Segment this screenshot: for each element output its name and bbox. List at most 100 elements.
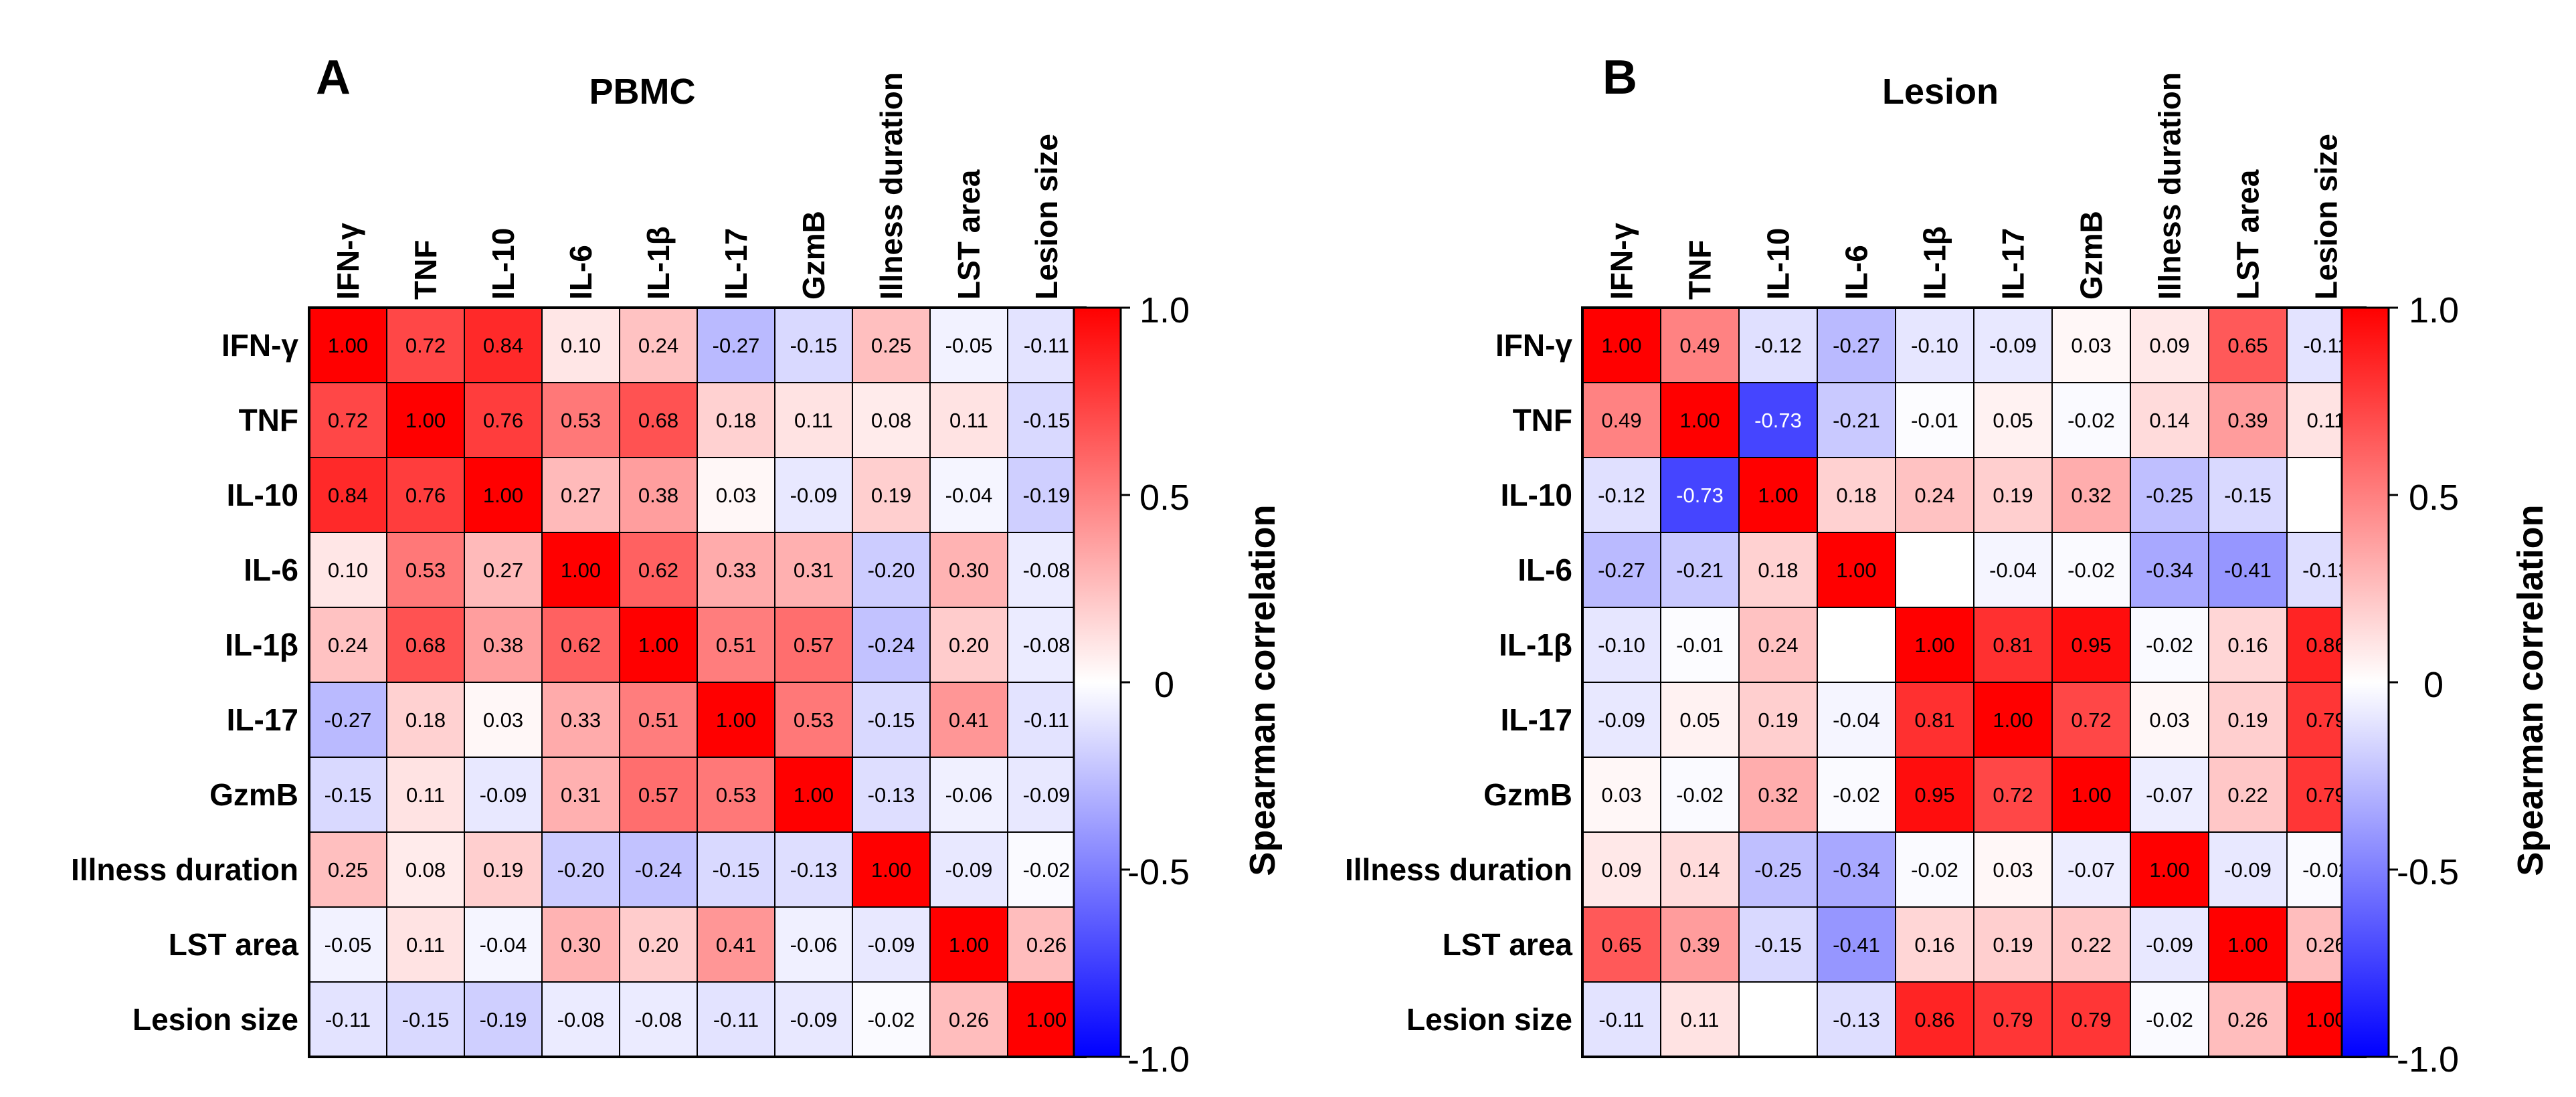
heatmap-cell-a-r8-c3	[541, 906, 620, 983]
cell-value-a-r5-c1: 0.18	[405, 708, 446, 732]
heatmap-cell-b-r1-c3	[1817, 382, 1896, 458]
cell-value-b-r1-c8: 0.39	[2227, 409, 2268, 432]
cell-value-b-r8-c7: -0.09	[2146, 933, 2193, 957]
row-label-b-5: IL-17	[1501, 702, 1572, 737]
col-label-b-4: IL-1β	[1918, 226, 1952, 300]
heatmap-cell-b-r6-c4	[1895, 757, 1974, 833]
heatmap-cell-a-r0-c7	[852, 307, 931, 383]
heatmap-cell-a-r3-c9	[1007, 532, 1086, 608]
cell-value-a-r9-c0: -0.11	[325, 1008, 371, 1031]
cell-value-a-r9-c7: -0.02	[868, 1008, 915, 1031]
heatmap-cell-b-r0-c3	[1817, 307, 1896, 383]
col-label-b-6: GzmB	[2074, 211, 2109, 300]
cell-value-a-r2-c4: 0.38	[638, 484, 678, 507]
heatmap-cell-a-r6-c0	[308, 757, 387, 833]
colorbar-b-tick-half: 0.5	[2409, 478, 2459, 518]
cell-value-b-r2-c7: -0.25	[2146, 484, 2193, 507]
cell-value-a-r0-c1: 0.72	[405, 334, 446, 357]
heatmap-cell-a-r9-c4	[619, 981, 698, 1058]
heatmap-cell-b-r9-c6	[2051, 981, 2131, 1058]
heatmap-cell-a-r0-c5	[697, 307, 775, 383]
colorbar-a-tick-zero: 0	[1154, 665, 1174, 705]
cell-value-b-r3-c3: 1.00	[1836, 559, 1876, 582]
cell-value-a-r1-c3: 0.53	[561, 409, 601, 432]
cell-value-b-r3-c8: -0.41	[2224, 559, 2272, 582]
cell-value-a-r4-c2: 0.38	[483, 633, 523, 657]
heatmap-cell-a-r5-c4	[619, 682, 698, 758]
cell-value-a-r3-c1: 0.53	[405, 559, 446, 582]
heatmap-cell-b-r4-c2	[1738, 607, 1818, 683]
heatmap-cell-b-r5-c8	[2208, 682, 2288, 758]
cell-value-b-r5-c7: 0.03	[2149, 708, 2189, 732]
cell-value-a-r3-c9: -0.08	[1023, 559, 1071, 582]
cell-value-b-r7-c0: 0.09	[1601, 858, 1641, 882]
cell-value-b-r7-c5: 0.03	[1993, 858, 2033, 882]
cell-value-a-r7-c6: -0.13	[790, 858, 838, 882]
cell-value-a-r4-c6: 0.57	[794, 633, 834, 657]
cell-value-b-r6-c1: -0.02	[1676, 783, 1724, 807]
colorbar-b-bar	[2340, 306, 2390, 1058]
cell-value-a-r6-c2: -0.09	[480, 783, 527, 807]
cell-value-a-r4-c9: -0.08	[1023, 633, 1071, 657]
heatmap-cell-a-r6-c9	[1007, 757, 1086, 833]
heatmap-cell-a-r7-c6	[774, 831, 853, 908]
cell-value-b-r6-c8: 0.22	[2227, 783, 2268, 807]
cell-value-a-r1-c8: 0.11	[949, 409, 988, 432]
cell-value-b-r6-c9: 0.79	[2306, 783, 2346, 807]
heatmap-cell-a-r7-c7	[852, 831, 931, 908]
cell-value-b-r4-c2: 0.24	[1758, 633, 1798, 657]
cell-value-a-r6-c0: -0.15	[325, 783, 372, 807]
heatmap-cell-b-r8-c2	[1738, 906, 1818, 983]
colorbar-a-tick-half: 0.5	[1139, 478, 1190, 518]
cell-value-a-r5-c6: 0.53	[794, 708, 834, 732]
row-label-b-4: IL-1β	[1499, 627, 1572, 662]
col-label-b-5: IL-17	[1996, 228, 2031, 300]
cell-value-b-r9-c7: -0.02	[2146, 1008, 2193, 1031]
cell-value-a-r7-c8: -0.09	[945, 858, 993, 882]
cell-value-b-r1-c5: 0.05	[1993, 409, 2033, 432]
cell-value-b-r7-c8: -0.09	[2224, 858, 2272, 882]
cell-value-a-r3-c5: 0.33	[716, 559, 756, 582]
cell-value-b-r8-c9: 0.26	[2306, 933, 2346, 957]
colorbar-b-tick-zero: 0	[2423, 665, 2444, 705]
heatmap-cell-a-r1-c6	[774, 382, 853, 458]
cell-value-b-r6-c7: -0.07	[2146, 783, 2193, 807]
heatmap-cell-b-r7-c3	[1817, 831, 1896, 908]
heatmap-cell-a-r3-c5	[697, 532, 775, 608]
cell-value-a-r9-c5: -0.11	[713, 1008, 759, 1031]
heatmap-grid-b: 1.00 0.49 -0.12 -0.27 -0.10 -0.09 0.03 0.09 0.65…	[1345, 72, 2367, 1058]
cell-value-a-r1-c5: 0.18	[716, 409, 756, 432]
col-label-a-0: IFN-γ	[331, 223, 365, 300]
cell-value-b-r0-c4: -0.10	[1911, 334, 1958, 357]
cell-value-b-r7-c7: 1.00	[2149, 858, 2189, 882]
cell-value-b-r5-c0: -0.09	[1598, 708, 1645, 732]
heatmap-cell-b-r6-c5	[1973, 757, 2053, 833]
cell-value-b-r3-c5: -0.04	[1989, 559, 2037, 582]
row-label-b-2: IL-10	[1501, 478, 1572, 512]
heatmap-cell-a-r8-c1	[386, 906, 465, 983]
cell-value-a-r5-c9: -0.11	[1024, 708, 1069, 732]
row-label-a-6: GzmB	[209, 777, 298, 812]
cell-value-a-r4-c4: 1.00	[638, 633, 678, 657]
cell-value-a-r8-c7: -0.09	[868, 933, 915, 957]
cell-value-a-r6-c3: 0.31	[561, 783, 601, 807]
cell-value-b-r8-c8: 1.00	[2227, 933, 2268, 957]
row-label-b-8: LST area	[1443, 927, 1573, 962]
cell-value-a-r6-c6: 1.00	[794, 783, 834, 807]
heatmap-cell-b-r3-c0	[1582, 532, 1661, 608]
heatmap-cell-a-r9-c7	[852, 981, 931, 1058]
cell-value-a-r6-c8: -0.06	[945, 783, 993, 807]
heatmap-cell-b-r4-c3	[1817, 607, 1896, 683]
heatmap-cell-a-r7-c3	[541, 831, 620, 908]
row-label-a-9: Lesion size	[132, 1002, 298, 1037]
cell-value-a-r6-c7: -0.13	[868, 783, 915, 807]
cell-value-b-r9-c6: 0.79	[2071, 1008, 2111, 1031]
cell-value-b-r2-c8: -0.15	[2224, 484, 2272, 507]
heatmap-cell-a-r3-c0	[308, 532, 387, 608]
cell-value-b-r6-c0: 0.03	[1601, 783, 1641, 807]
row-label-a-3: IL-6	[244, 553, 298, 587]
cell-value-b-r3-c1: -0.21	[1676, 559, 1724, 582]
heatmap-cell-a-r2-c6	[774, 457, 853, 533]
cell-value-b-r8-c0: 0.65	[1601, 933, 1641, 957]
cell-value-b-r4-c1: -0.01	[1676, 633, 1724, 657]
